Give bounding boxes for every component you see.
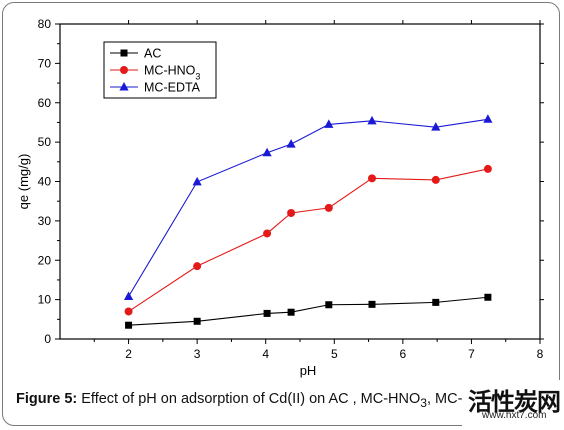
data-point [432, 298, 440, 306]
data-point [483, 114, 493, 123]
y-tick-label: 80 [38, 17, 52, 31]
x-tick-label: 3 [194, 347, 201, 361]
y-tick-label: 40 [38, 175, 52, 189]
x-axis-label: pH [300, 363, 317, 378]
data-point [483, 164, 492, 173]
data-point [325, 301, 333, 309]
caption-label: Figure 5: [16, 391, 78, 407]
data-point [287, 209, 296, 217]
series-square [125, 293, 492, 329]
x-tick-label: 7 [468, 347, 475, 361]
y-tick-label: 70 [38, 56, 52, 70]
watermark-text: 活性炭网 [468, 388, 561, 416]
data-point [431, 122, 441, 131]
caption-text: Effect of pH on adsorption of Cd(II) on … [77, 391, 421, 407]
y-axis-label: qe (mg/g) [16, 154, 31, 210]
x-tick-label: 4 [262, 347, 269, 361]
data-point [324, 119, 334, 128]
series-triangle [123, 114, 493, 300]
data-point [431, 175, 440, 184]
data-point [192, 176, 202, 186]
watermark: 活性炭网 www.hxt7.com [462, 380, 562, 426]
caption-subscript: 3 [420, 395, 427, 410]
data-point [124, 307, 133, 316]
x-tick-label: 8 [537, 347, 544, 361]
legend-label: MC-EDTA [144, 81, 201, 95]
data-point [367, 115, 377, 125]
x-tick-label: 2 [125, 347, 132, 361]
legend-marker [120, 66, 128, 74]
y-tick-label: 50 [38, 135, 52, 149]
y-tick-label: 10 [38, 293, 52, 307]
legend-marker [120, 49, 128, 57]
data-point [263, 309, 271, 317]
legend-marker [119, 82, 129, 91]
data-point [368, 300, 376, 308]
series-line [128, 296, 488, 326]
series-circle [124, 164, 492, 316]
data-point [263, 229, 272, 238]
data-point [193, 317, 201, 325]
data-point [193, 262, 202, 271]
legend-label: AC [144, 47, 161, 61]
data-point [368, 174, 376, 183]
y-tick-label: 0 [44, 332, 51, 346]
watermark-url: www.hxt7.com [482, 410, 547, 421]
y-tick-label: 60 [38, 96, 52, 110]
series-line [128, 168, 488, 312]
data-point [484, 293, 492, 301]
x-tick-label: 5 [331, 347, 338, 361]
data-point [125, 321, 133, 329]
y-tick-label: 30 [38, 214, 52, 228]
figure-caption: Figure 5: Effect of pH on adsorption of … [16, 391, 500, 410]
y-tick-label: 20 [38, 253, 52, 267]
data-point [262, 147, 272, 157]
data-point [286, 139, 296, 148]
data-point [324, 203, 333, 212]
x-tick-label: 6 [400, 347, 407, 361]
series-line [128, 118, 488, 297]
data-point [123, 291, 134, 300]
legend-label: MC-HNO3 [144, 64, 200, 82]
data-point [287, 308, 295, 316]
figure-frame [2, 2, 560, 426]
